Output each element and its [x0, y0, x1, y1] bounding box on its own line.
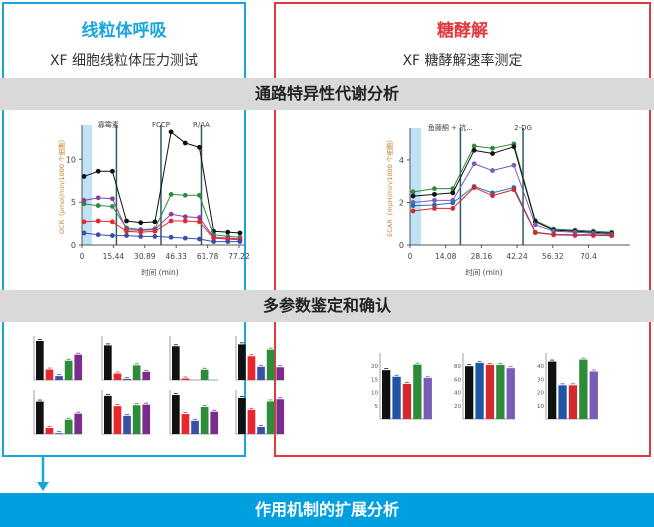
svg-text:鱼藤酮 + 抗...: 鱼藤酮 + 抗...	[428, 123, 473, 132]
svg-text:0: 0	[399, 241, 404, 250]
svg-text:20: 20	[537, 391, 544, 397]
glyco-panel-subtitle: XF 糖酵解速率测定	[402, 53, 523, 69]
svg-text:42.24: 42.24	[506, 252, 528, 261]
svg-text:30.89: 30.89	[134, 252, 156, 261]
svg-text:0: 0	[71, 241, 76, 250]
svg-text:10: 10	[371, 391, 378, 397]
svg-text:15.44: 15.44	[103, 252, 125, 261]
svg-text:2: 2	[399, 198, 404, 207]
svg-text:77.22: 77.22	[228, 252, 250, 261]
svg-text:10: 10	[66, 155, 76, 164]
svg-text:0: 0	[80, 252, 85, 261]
svg-text:40: 40	[454, 391, 461, 397]
pathway-analysis-band: 通路特异性代谢分析	[0, 78, 654, 110]
svg-text:10: 10	[537, 404, 544, 410]
svg-text:40: 40	[537, 364, 544, 370]
svg-text:寡霉素: 寡霉素	[98, 120, 119, 129]
svg-text:2-DG: 2-DG	[514, 124, 532, 132]
svg-text:15: 15	[371, 377, 378, 383]
glyco-parameter-bar-charts: 5 10 15 20 20 40 60 80 10 20 30 40	[371, 353, 598, 420]
mito-panel-title: 线粒体呼吸	[81, 21, 167, 41]
svg-text:R/AA: R/AA	[193, 121, 210, 129]
svg-text:20: 20	[371, 364, 378, 370]
mito-respiration-panel: 线粒体呼吸 XF 细胞线粒体压力测试	[2, 2, 246, 457]
svg-text:14.08: 14.08	[435, 252, 457, 261]
extended-moa-analysis-banner: 作用机制的扩展分析	[0, 493, 654, 527]
svg-text:20: 20	[454, 404, 461, 410]
svg-text:56.32: 56.32	[542, 252, 564, 261]
svg-text:28.16: 28.16	[471, 252, 493, 261]
svg-text:60: 60	[454, 377, 461, 383]
svg-text:时间 (min): 时间 (min)	[141, 267, 178, 277]
svg-text:OCR（pmol/min/1000 个细胞）: OCR（pmol/min/1000 个细胞）	[57, 136, 66, 234]
svg-text:46.33: 46.33	[165, 252, 187, 261]
mito-parameter-bar-charts	[33, 336, 285, 435]
mito-panel-subtitle: XF 细胞线粒体压力测试	[49, 53, 199, 69]
svg-text:4: 4	[399, 156, 404, 165]
svg-text:80: 80	[454, 364, 461, 370]
svg-text:5: 5	[71, 198, 76, 207]
svg-text:61.78: 61.78	[197, 252, 219, 261]
svg-text:0: 0	[408, 252, 413, 261]
ocr-line-chart: 0 5 10 0 15.44 30.89 46.33 61.78 77.22 时间 (min) OC…	[57, 120, 250, 277]
svg-text:ECAR（mpH/min/1000 个细胞）: ECAR（mpH/min/1000 个细胞）	[385, 136, 394, 237]
multiparameter-band: 多参数鉴定和确认	[0, 290, 654, 322]
down-arrow-icon	[37, 455, 49, 491]
ecar-line-chart: 0 2 4 0 14.08 28.16 42.24 56.32 70.4 时间 (min) ECAR…	[385, 123, 630, 277]
svg-text:30: 30	[537, 377, 544, 383]
svg-text:时间 (min): 时间 (min)	[465, 267, 502, 277]
glyco-panel-title: 糖酵解	[437, 21, 488, 41]
glycolysis-panel: 糖酵解 XF 糖酵解速率测定	[274, 2, 651, 457]
svg-text:5: 5	[375, 404, 379, 410]
svg-text:70.4: 70.4	[580, 252, 597, 261]
svg-text:FCCP: FCCP	[152, 121, 170, 129]
